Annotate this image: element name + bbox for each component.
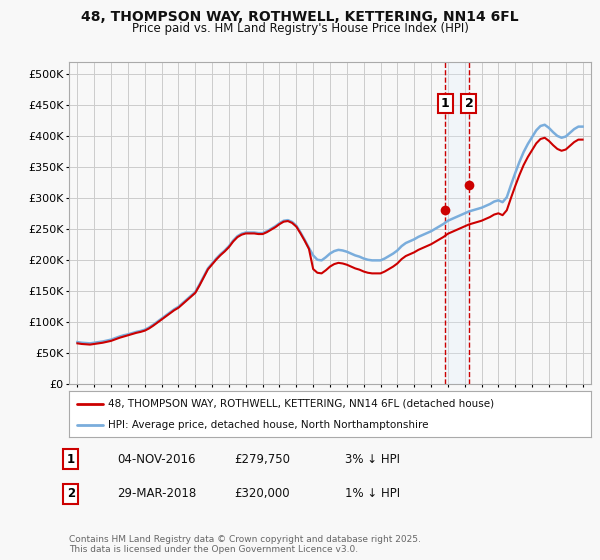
Text: 1: 1 — [441, 97, 449, 110]
Text: Price paid vs. HM Land Registry's House Price Index (HPI): Price paid vs. HM Land Registry's House … — [131, 22, 469, 35]
Text: £279,750: £279,750 — [234, 452, 290, 466]
Text: 04-NOV-2016: 04-NOV-2016 — [117, 452, 196, 466]
Text: 48, THOMPSON WAY, ROTHWELL, KETTERING, NN14 6FL (detached house): 48, THOMPSON WAY, ROTHWELL, KETTERING, N… — [108, 399, 494, 409]
Text: £320,000: £320,000 — [234, 487, 290, 501]
Text: 48, THOMPSON WAY, ROTHWELL, KETTERING, NN14 6FL: 48, THOMPSON WAY, ROTHWELL, KETTERING, N… — [81, 10, 519, 24]
Text: Contains HM Land Registry data © Crown copyright and database right 2025.
This d: Contains HM Land Registry data © Crown c… — [69, 535, 421, 554]
Text: 29-MAR-2018: 29-MAR-2018 — [117, 487, 196, 501]
Text: 3% ↓ HPI: 3% ↓ HPI — [345, 452, 400, 466]
Text: 2: 2 — [67, 487, 75, 501]
Text: 1: 1 — [67, 452, 75, 466]
Text: HPI: Average price, detached house, North Northamptonshire: HPI: Average price, detached house, Nort… — [108, 421, 428, 430]
Text: 2: 2 — [464, 97, 473, 110]
Text: 1% ↓ HPI: 1% ↓ HPI — [345, 487, 400, 501]
Bar — [445, 62, 469, 384]
